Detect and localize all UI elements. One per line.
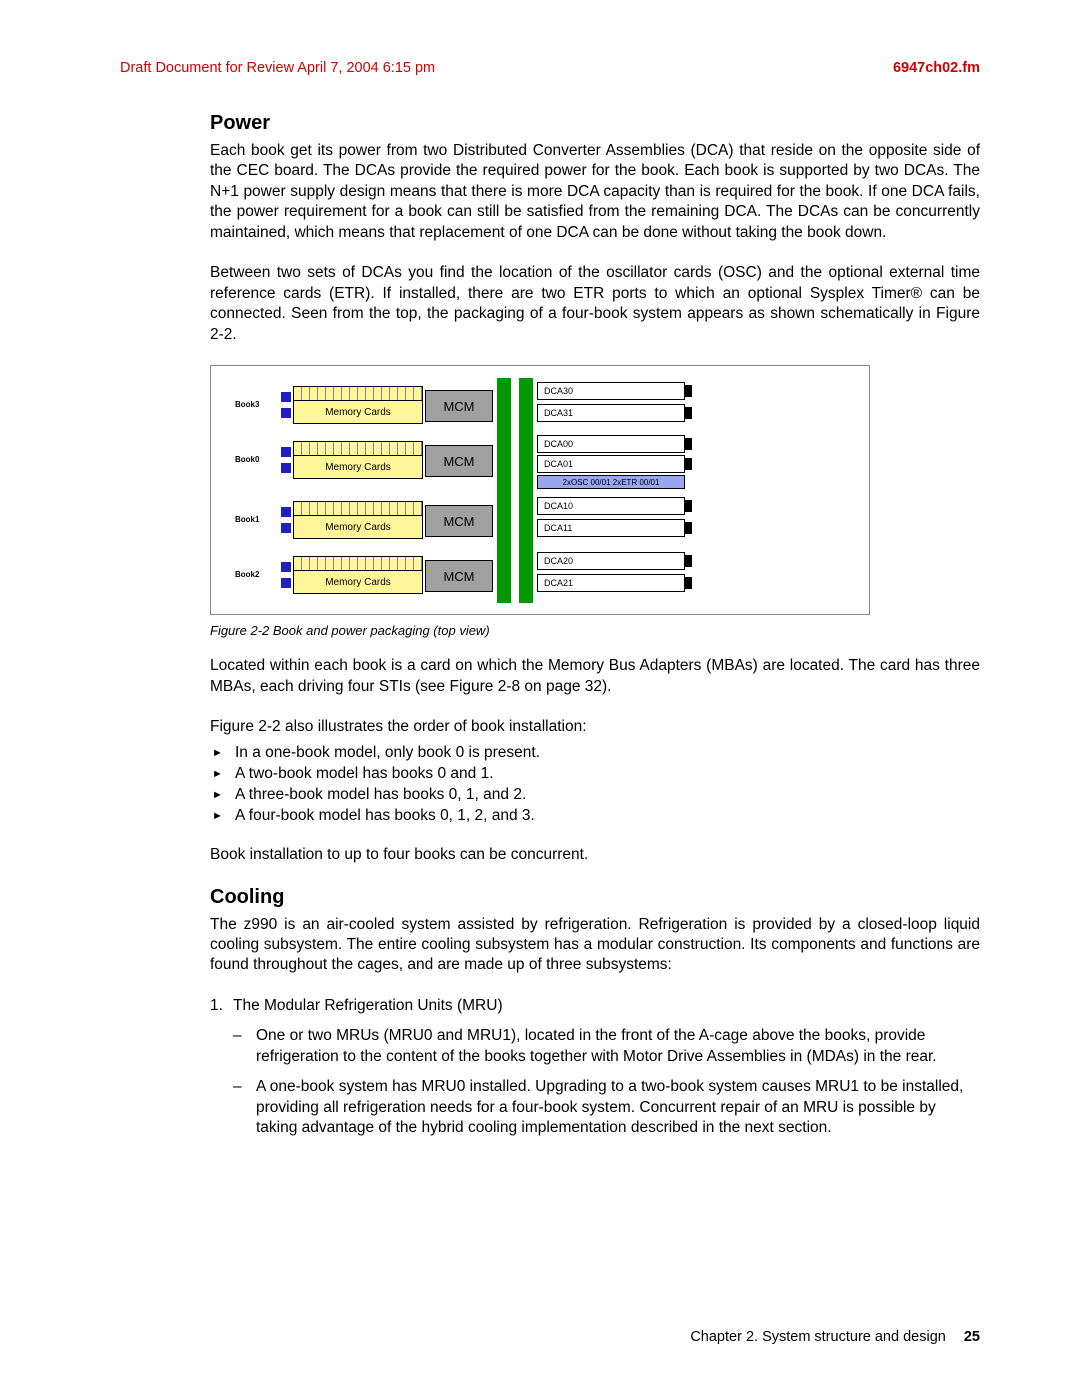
cooling-heading: Cooling [210, 886, 980, 909]
book-row: Book0 Memory Cards MCM DCA00 DCA01 2xOSC… [229, 433, 851, 488]
filename-label: 6947ch02.fm [893, 60, 980, 76]
order-intro-para: Figure 2-2 also illustrates the order of… [210, 717, 980, 737]
dca-box: DCA30 [537, 382, 685, 400]
figure-2-2: Book3 Memory Cards MCM DCA30 DCA31 Book0 [210, 365, 870, 615]
connector-icon [281, 408, 291, 418]
page-header: Draft Document for Review April 7, 2004 … [120, 60, 980, 76]
list-item: A four-book model has books 0, 1, 2, and… [212, 806, 980, 827]
power-para-1: Each book get its power from two Distrib… [210, 141, 980, 243]
list-item: A two-book model has books 0 and 1. [212, 764, 980, 785]
dca-box: DCA01 [537, 455, 685, 473]
book-row: Book2 Memory Cards MCM DCA20 DCA21 [229, 548, 851, 603]
concurrent-para: Book installation to up to four books ca… [210, 845, 980, 865]
memory-cards-box: Memory Cards [293, 441, 423, 479]
page-footer: Chapter 2. System structure and design 2… [690, 1329, 980, 1345]
dca-box: DCA21 [537, 574, 685, 592]
list-item: One or two MRUs (MRU0 and MRU1), located… [233, 1026, 980, 1067]
dca-box: DCA00 [537, 435, 685, 453]
power-heading: Power [210, 112, 980, 135]
dca-box: DCA11 [537, 519, 685, 537]
mcm-box: MCM [425, 505, 493, 537]
connector-icon [281, 578, 291, 588]
chapter-label: Chapter 2. System structure and design [690, 1329, 946, 1345]
list-item: The Modular Refrigeration Units (MRU) On… [210, 996, 980, 1139]
mcm-box: MCM [425, 445, 493, 477]
list-item: A three-book model has books 0, 1, and 2… [212, 785, 980, 806]
power-para-2: Between two sets of DCAs you find the lo… [210, 263, 980, 345]
book-label: Book1 [235, 515, 259, 524]
book-row: Book1 Memory Cards MCM DCA10 DCA11 [229, 493, 851, 548]
content-area: Power Each book get its power from two D… [210, 112, 980, 1139]
book-label: Book2 [235, 570, 259, 579]
book-row: Book3 Memory Cards MCM DCA30 DCA31 [229, 378, 851, 433]
osc-box: 2xOSC 00/01 2xETR 00/01 [537, 475, 685, 489]
connector-icon [281, 463, 291, 473]
dca-box: DCA31 [537, 404, 685, 422]
mcm-box: MCM [425, 390, 493, 422]
memory-cards-box: Memory Cards [293, 556, 423, 594]
dca-box: DCA10 [537, 497, 685, 515]
list-item: A one-book system has MRU0 installed. Up… [233, 1077, 980, 1138]
list-item: In a one-book model, only book 0 is pres… [212, 743, 980, 764]
figure-caption: Figure 2-2 Book and power packaging (top… [210, 623, 980, 638]
cooling-para: The z990 is an air-cooled system assiste… [210, 915, 980, 976]
memory-cards-box: Memory Cards [293, 501, 423, 539]
cooling-numbered-list: The Modular Refrigeration Units (MRU) On… [210, 996, 980, 1139]
connector-icon [281, 562, 291, 572]
connector-icon [281, 447, 291, 457]
book-label: Book0 [235, 455, 259, 464]
connector-icon [281, 392, 291, 402]
draft-label: Draft Document for Review April 7, 2004 … [120, 60, 435, 76]
mru-dash-list: One or two MRUs (MRU0 and MRU1), located… [233, 1026, 980, 1138]
book-order-list: In a one-book model, only book 0 is pres… [212, 743, 980, 827]
mcm-box: MCM [425, 560, 493, 592]
page-number: 25 [964, 1329, 980, 1345]
connector-icon [281, 507, 291, 517]
memory-cards-box: Memory Cards [293, 386, 423, 424]
connector-icon [281, 523, 291, 533]
dca-box: DCA20 [537, 552, 685, 570]
mba-para: Located within each book is a card on wh… [210, 656, 980, 697]
book-label: Book3 [235, 400, 259, 409]
